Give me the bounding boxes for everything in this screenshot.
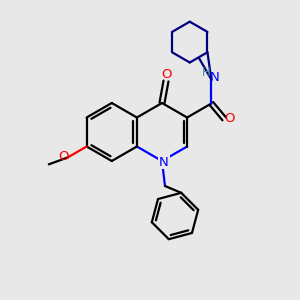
Text: H: H: [202, 66, 211, 79]
Text: N: N: [209, 71, 219, 84]
Text: O: O: [224, 112, 235, 125]
Text: O: O: [58, 150, 69, 163]
Text: O: O: [161, 68, 171, 80]
Text: N: N: [159, 155, 169, 169]
